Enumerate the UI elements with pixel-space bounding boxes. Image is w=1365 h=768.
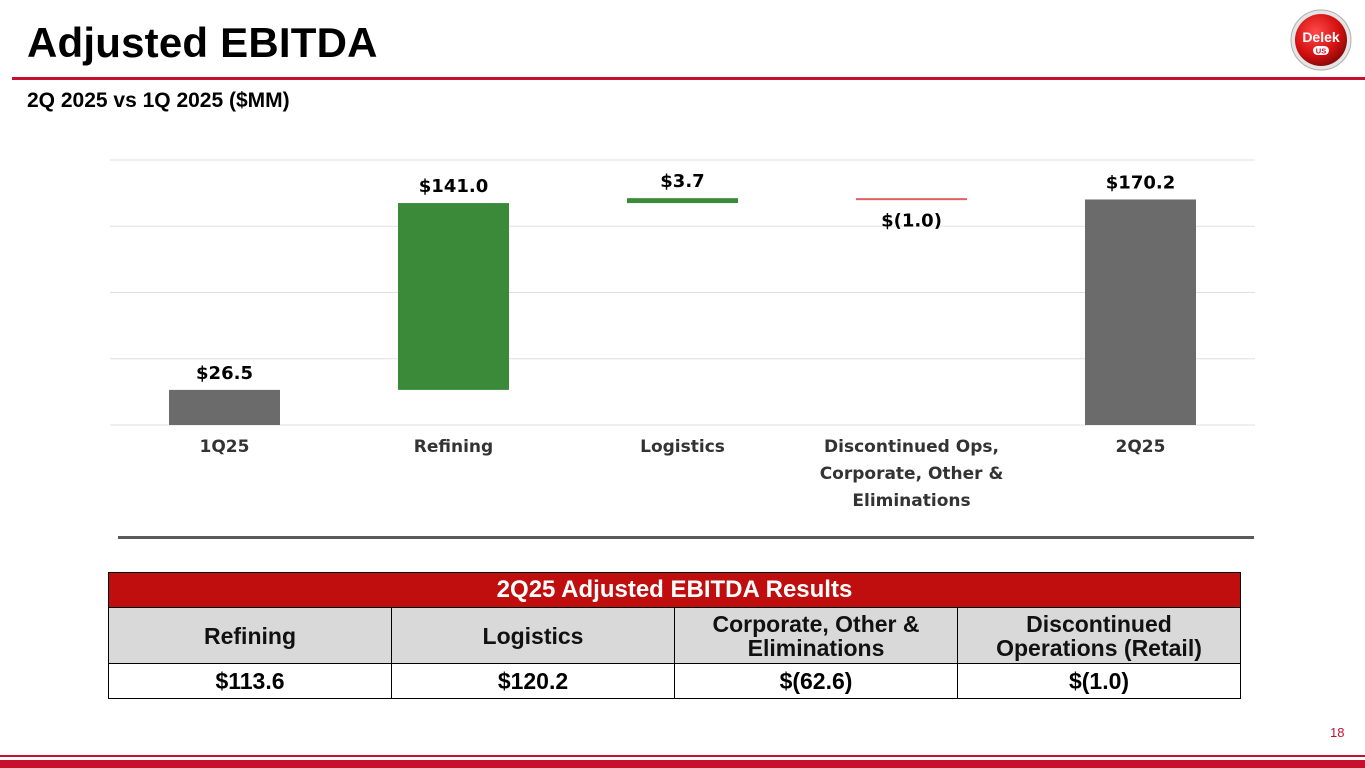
results-value: $113.6 [108,663,392,699]
x-tick-label: 1Q25 [200,437,250,457]
bar-decrease [856,198,967,201]
waterfall-chart: $26.5 1Q25 $141.0 Refining $3.7 Logistics $(1.… [110,159,1255,511]
bar-total [1085,199,1196,425]
x-tick-label: Eliminations [852,491,970,511]
x-tick-label: Corporate, Other & [820,464,1004,484]
page-title: Adjusted EBITDA [27,19,378,66]
results-column-heading-line: Eliminations [747,634,885,661]
x-tick-label: Discontinued Ops, [824,437,999,457]
data-label: $(1.0) [881,210,942,231]
results-value: $(62.6) [674,663,958,699]
results-column-heading-line: Discontinued [1026,610,1172,637]
data-label: $141.0 [419,176,488,197]
bar-total [169,389,280,425]
x-tick-label: 2Q25 [1116,437,1166,457]
results-column-heading: Discontinued Operations (Retail) [957,607,1241,664]
svg-text:Delek: Delek [1302,29,1340,45]
footer-rule-thick [0,760,1365,768]
bar-increase [398,203,509,390]
delek-logo-icon: Delek US [1290,9,1352,71]
results-column-heading: Corporate, Other & Eliminations [674,607,958,664]
data-label: $170.2 [1106,172,1175,193]
results-column-heading-line: Corporate, Other & [712,610,920,637]
page-subtitle: 2Q 2025 vs 1Q 2025 ($MM) [27,89,290,112]
results-column-heading-line: Logistics [482,622,584,649]
svg-text:US: US [1316,47,1326,56]
results-column-heading: Refining [108,607,392,664]
data-label: $3.7 [660,171,704,192]
page-number: 18 [1330,725,1345,740]
footer-rule-thin [0,755,1365,757]
chart-divider [118,536,1254,539]
title-underline [12,77,1365,80]
results-column-heading-line: Operations (Retail) [996,634,1202,661]
results-table-title: 2Q25 Adjusted EBITDA Results [108,572,1241,608]
data-label: $26.5 [196,363,253,384]
results-value: $120.2 [391,663,675,699]
results-value: $(1.0) [957,663,1241,699]
x-tick-label: Refining [414,437,493,457]
x-tick-label: Logistics [640,437,725,457]
results-column-heading-line: Refining [204,622,296,649]
results-table: 2Q25 Adjusted EBITDA Results Refining Log… [108,572,1241,699]
results-column-heading: Logistics [391,607,675,664]
bar-increase [627,198,738,204]
